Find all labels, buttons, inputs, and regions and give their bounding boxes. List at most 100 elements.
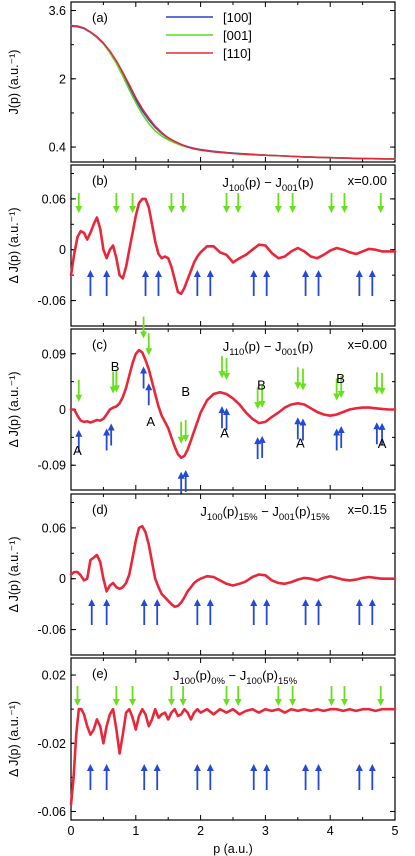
blue-arrow [206,764,214,790]
panel-title: J100(p)0% − J100(p)15% [173,668,298,687]
blue-arrow [142,270,150,296]
green-arrow [289,193,297,213]
x-tick-label: 0 [68,824,75,838]
blue-arrow [250,764,258,790]
panel-letter: (a) [92,10,108,25]
green-arrow [373,372,381,395]
blue-arrow [368,764,376,790]
legend-label: [110] [223,46,251,61]
blue-arrow [218,406,226,429]
blue-arrow [193,599,201,625]
blue-arrow [206,599,214,625]
legend-label: [100] [223,10,252,25]
green-arrow [179,686,187,706]
y-tick-label: -0.06 [38,623,67,637]
blue-arrow [193,764,201,790]
panel-e: -0.06 -0.02 0.02 Δ J(p) (a.u.⁻¹) (e) J100(p)0… [7,657,399,856]
blue-arrow [153,764,161,790]
green-arrow [182,419,190,442]
y-axis-label: J(p) (a.u.⁻¹) [7,50,21,115]
y-tick-label: 0.4 [49,141,66,155]
panel-letter: (e) [92,666,108,681]
blue-arrow [88,599,96,625]
panel-title: J100(p) − J001(p) [222,175,313,194]
green-arrow [167,193,175,213]
blue-arrow [75,429,83,452]
green-arrow [340,686,348,706]
x-tick-label: 1 [132,824,139,838]
blue-arrow [103,764,111,790]
series-line [69,524,397,609]
green-arrow [254,387,262,410]
blue-arrow [355,270,363,296]
blue-arrow [378,422,386,445]
blue-arrow [258,435,266,458]
green-arrow [234,686,242,706]
green-arrow [337,375,345,398]
green-arrow [129,193,137,213]
feature-label: A [378,436,387,451]
blue-arrow [250,270,258,296]
panel-b: -0.06 0 0.06 Δ J(p) (a.u.⁻¹) (b) J100(p) − J0… [7,164,397,327]
legend-label: [001] [223,28,252,43]
series-line [69,197,397,296]
panel-letter: (d) [92,502,108,517]
y-tick-label: 0.02 [42,669,66,683]
y-tick-label: 0 [59,572,66,586]
y-tick-label: 0.06 [42,192,66,206]
blue-arrow [145,383,153,406]
blue-arrow [193,270,201,296]
y-tick-label: 0 [59,243,66,257]
blue-arrow [86,270,94,296]
y-tick-label: 0 [59,403,66,417]
y-axis-label: Δ J(p) (a.u.⁻¹) [7,536,21,612]
blue-arrow [315,270,323,296]
legend-entry: [001] [166,28,252,43]
feature-label: A [146,414,155,429]
blue-arrow [103,270,111,296]
green-arrow [223,358,231,381]
y-tick-label: -0.06 [38,294,67,308]
blue-arrow [263,270,271,296]
blue-arrow [355,764,363,790]
composition-label: x=0.15 [348,502,387,517]
y-tick-label: 2 [59,72,66,86]
green-arrow [73,686,81,706]
y-tick-label: -0.09 [38,459,67,473]
y-axis-label: Δ J(p) (a.u.⁻¹) [7,371,21,447]
blue-arrow [368,270,376,296]
green-arrow [289,686,297,706]
green-arrow [299,368,307,391]
blue-arrow [140,764,148,790]
blue-arrow [302,270,310,296]
panel-letter: (c) [92,337,107,352]
x-axis-label: p (a.u.) [213,842,253,856]
y-tick-label: 0.09 [42,347,66,361]
green-arrow [258,385,266,408]
blue-arrow [103,599,111,625]
y-tick-label: -0.02 [38,737,67,751]
green-arrow [177,421,185,444]
green-arrow [377,686,385,706]
feature-label: A [73,443,82,458]
panel-a: 0.4 2 3.6 J(p) (a.u.⁻¹) (a) [100] [001] [110] [7,1,396,163]
blue-arrow [140,366,148,389]
feature-label: B [181,384,190,399]
green-arrow [327,193,335,213]
green-arrow [112,686,120,706]
feature-label: B [257,377,266,392]
blue-arrow [206,270,214,296]
x-tick-label: 4 [327,824,334,838]
x-tick-label: 2 [197,824,204,838]
blue-arrow [263,764,271,790]
green-arrow [274,686,282,706]
green-arrow [378,372,386,395]
blue-arrow [333,428,341,451]
y-tick-label: 3.6 [49,4,66,18]
blue-arrow [355,599,363,625]
y-tick-label: 0.06 [42,521,66,535]
green-arrow [333,378,341,401]
blue-arrow [337,425,345,448]
green-arrow [112,370,120,393]
